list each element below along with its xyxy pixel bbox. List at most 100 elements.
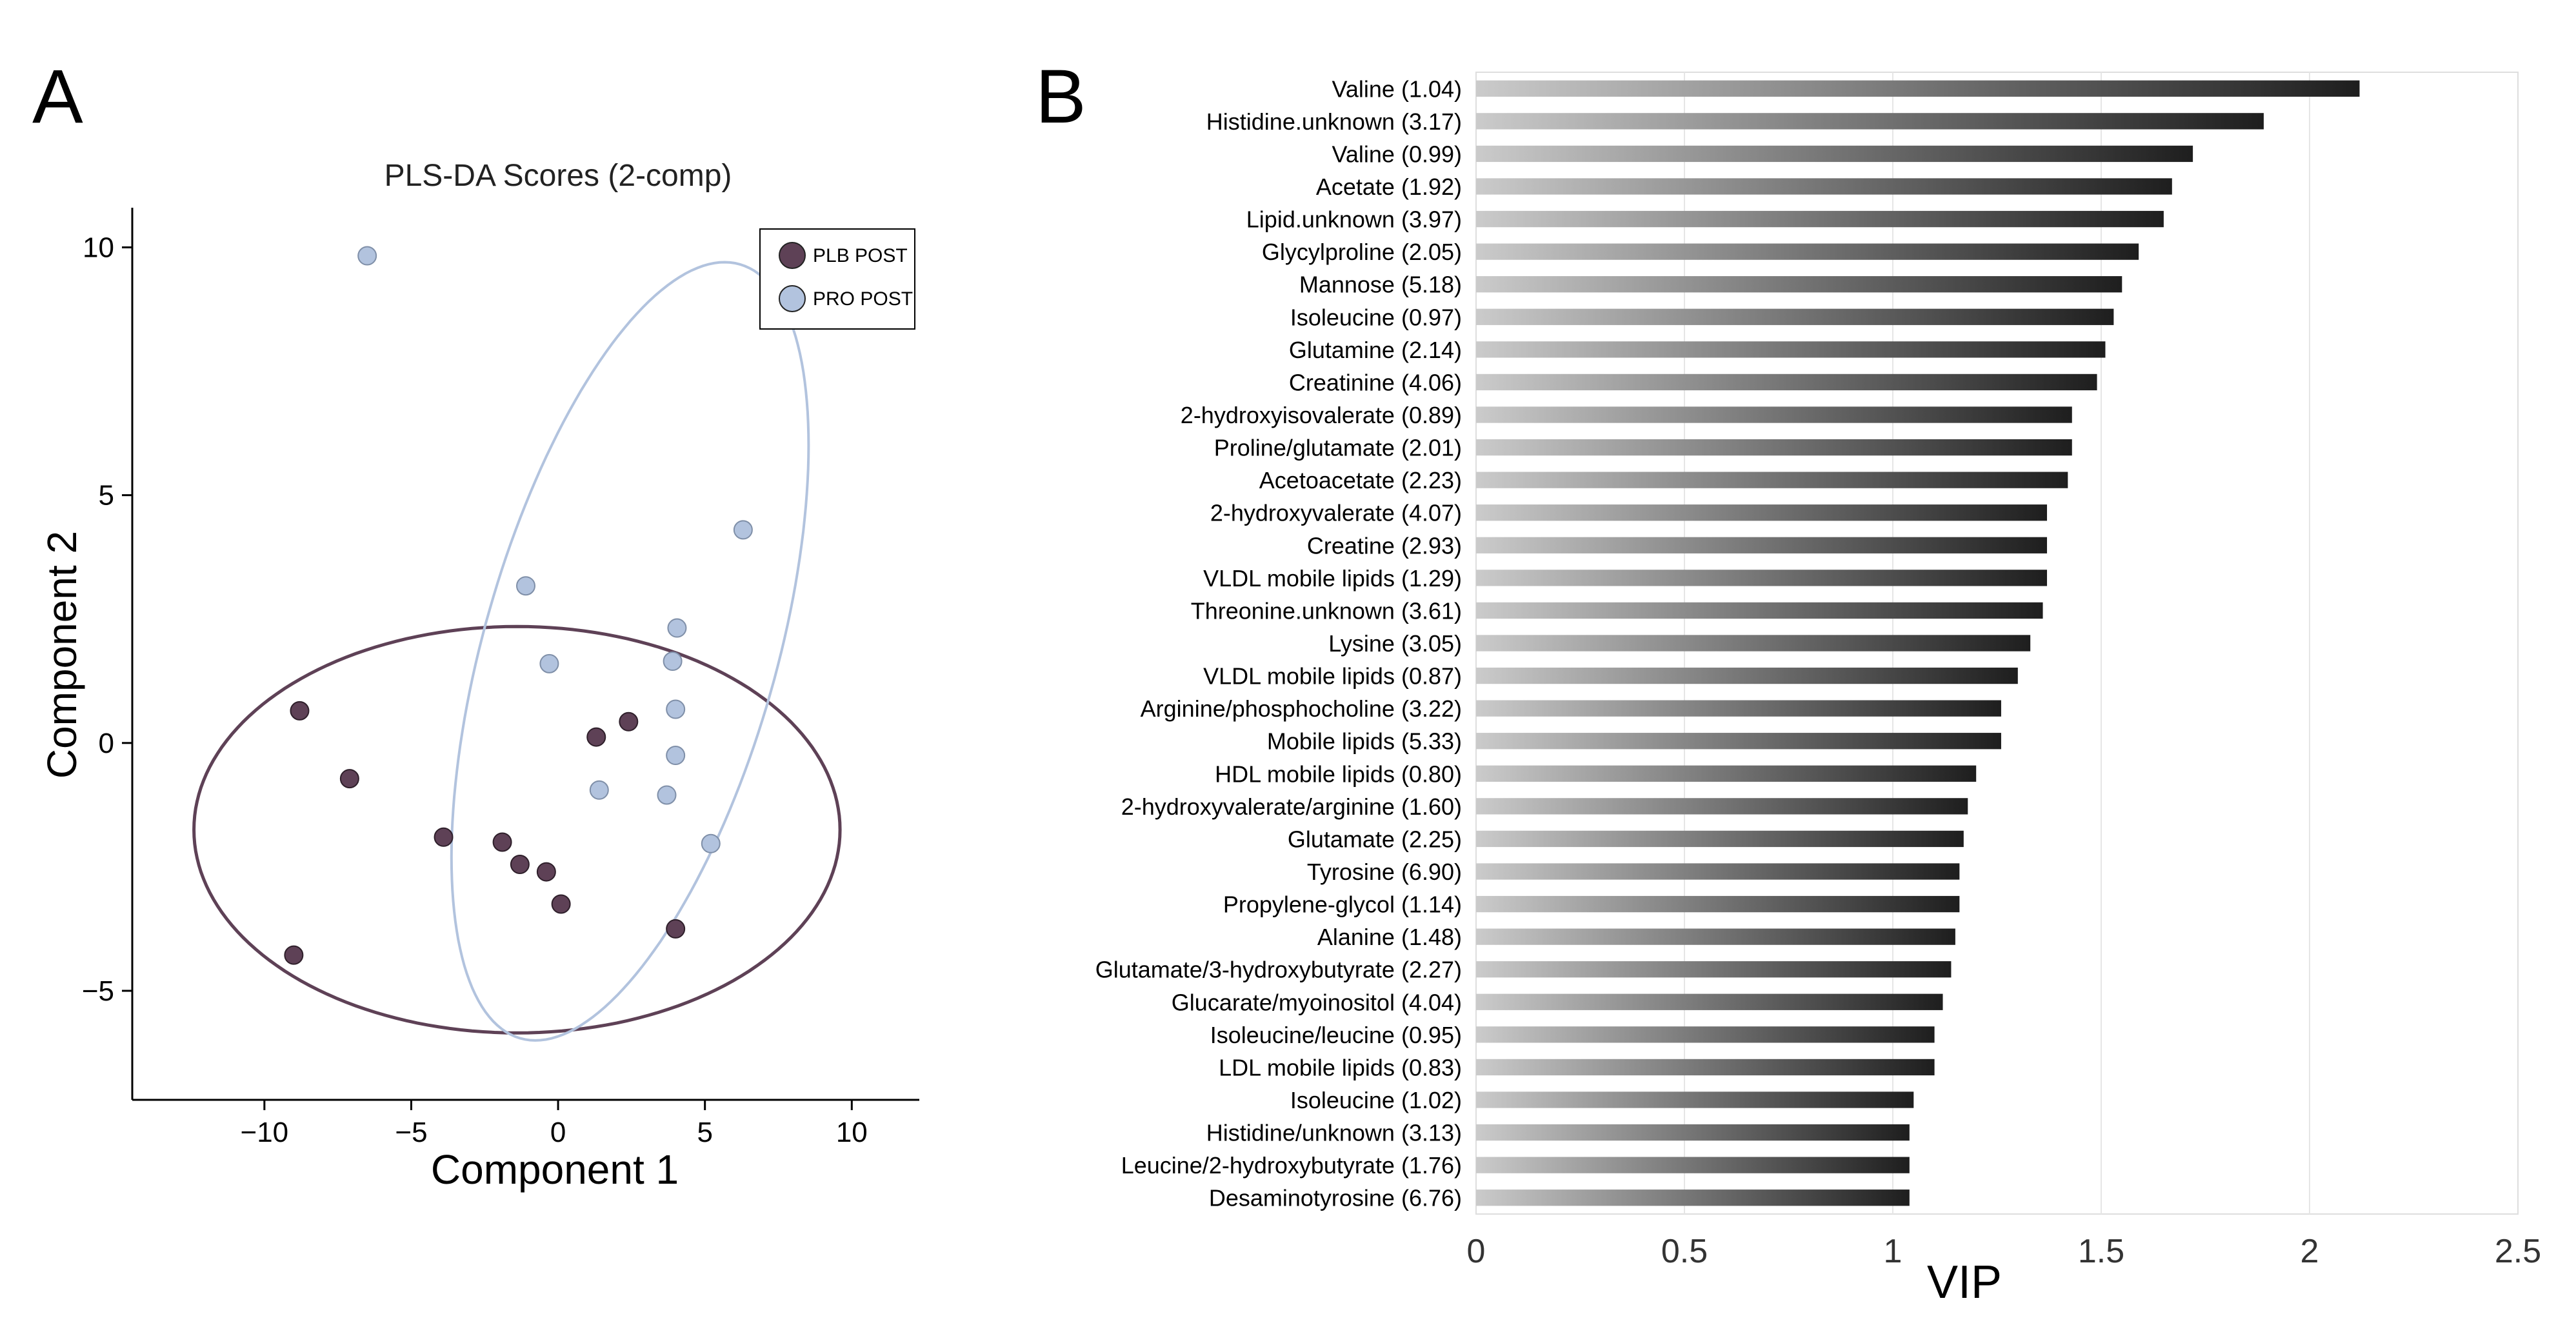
panel-label-a: A (32, 54, 83, 139)
point-plb-post-5 (536, 862, 556, 882)
point-pro-post-4 (657, 785, 677, 805)
bar-desaminotyrosine-6-76 (1476, 1190, 1910, 1206)
bar-creatinine-4-06 (1476, 373, 2097, 391)
vip-tick-label: 1.5 (2078, 1233, 2124, 1270)
category-label: Glutamate (2.25) (1288, 826, 1462, 852)
point-plb-post-9 (666, 919, 686, 939)
legend-swatch-pro-post (779, 285, 806, 312)
bar-valine-1-04 (1476, 80, 2360, 97)
bar-histidine-unknown-3-17 (1476, 113, 2264, 130)
legend-box (759, 228, 915, 330)
x-tick-label: 5 (697, 1117, 712, 1148)
vip-x-ticks: 0 0.5 1 1.5 2 2.5 (1467, 1233, 2542, 1270)
category-label: Histidine/unknown (3.13) (1206, 1120, 1462, 1146)
bar-isoleucine-1-02 (1476, 1091, 1914, 1108)
bar-ldl-mobile-lipids-0-83 (1476, 1059, 1935, 1076)
category-label: Glucarate/myoinositol (4.04) (1172, 989, 1462, 1015)
category-label: Glutamate/3-hydroxybutyrate (2.27) (1095, 957, 1462, 983)
bar-histidine-unknown-3-13 (1476, 1124, 1910, 1141)
point-plb-post-1 (339, 769, 359, 789)
y-axis-ticks: 10 5 0 −5 (82, 232, 132, 1007)
bar-glutamine-2-14 (1476, 341, 2106, 358)
point-pro-post-0 (357, 246, 377, 266)
vip-tick-label: 2 (2301, 1233, 2319, 1270)
bar-threonine-unknown-3-61 (1476, 602, 2043, 619)
category-label: Mobile lipids (5.33) (1267, 728, 1462, 755)
category-label: Isoleucine (1.02) (1290, 1087, 1462, 1113)
point-pro-post-8 (666, 746, 686, 766)
vip-tick-label: 0 (1467, 1233, 1486, 1270)
point-plb-post-7 (586, 727, 606, 747)
bar-glutamate-3-hydroxybutyrate-2-27 (1476, 961, 1952, 978)
vip-bar-chart: Valine (1.04) Histidine.unknown (3.17) Val… (1095, 72, 2541, 1308)
bar-hdl-mobile-lipids-0-80 (1476, 765, 1977, 782)
point-plb-post-2 (434, 827, 454, 847)
bar-valine-0-99 (1476, 145, 2193, 163)
ellipse-plb-post (192, 624, 842, 1035)
bar-alanine-1-48 (1476, 928, 1955, 945)
category-label: Valine (1.04) (1332, 75, 1462, 102)
bar-vldl-mobile-lipids-1-29 (1476, 570, 2048, 586)
point-pro-post-9 (701, 833, 721, 853)
point-plb-post-10 (284, 945, 304, 965)
bar-propylene-glycol-1-14 (1476, 895, 1960, 913)
category-label: Acetoacetate (2.23) (1259, 467, 1462, 493)
category-label: Creatine (2.93) (1307, 532, 1462, 559)
point-pro-post-5 (663, 652, 683, 672)
category-label: Isoleucine (0.97) (1290, 304, 1462, 330)
vip-tick-label: 2.5 (2495, 1233, 2541, 1270)
bar-vldl-mobile-lipids-0-87 (1476, 667, 2018, 684)
category-label: VLDL mobile lipids (0.87) (1203, 663, 1462, 690)
bar-mobile-lipids-5-33 (1476, 733, 2001, 750)
x-tick-label: −10 (241, 1117, 289, 1148)
panel-label-b: B (1035, 54, 1086, 139)
point-pro-post-7 (666, 699, 686, 719)
category-label: Acetate (1.92) (1316, 174, 1462, 200)
category-label: Valine (0.99) (1332, 141, 1462, 167)
vip-bars (1476, 80, 2360, 1206)
category-label: Tyrosine (6.90) (1307, 859, 1462, 885)
x-tick-label: −5 (395, 1117, 427, 1148)
category-label: Creatinine (4.06) (1289, 369, 1462, 395)
category-label: LDL mobile lipids (0.83) (1219, 1054, 1462, 1080)
category-label: Glutamine (2.14) (1289, 337, 1462, 363)
bar-acetoacetate-2-23 (1476, 472, 2068, 488)
legend-label-pro-post: PRO POST (813, 288, 913, 310)
y-tick-label: 5 (99, 480, 114, 512)
bar-mannose-5-18 (1476, 276, 2122, 293)
vip-axis-title: VIP (1927, 1257, 2002, 1308)
category-label: Alanine (1.48) (1317, 924, 1462, 950)
bar-lysine-3-05 (1476, 635, 2031, 652)
point-plb-post-6 (551, 894, 571, 914)
bar-isoleucine-0-97 (1476, 308, 2114, 325)
legend-label-plb-post: PLB POST (813, 245, 908, 266)
point-plb-post-8 (619, 712, 639, 732)
bar-arginine-phosphocholine-3-22 (1476, 700, 2001, 717)
category-label: Glycylproline (2.05) (1262, 239, 1462, 265)
category-label: 2-hydroxyvalerate (4.07) (1210, 500, 1462, 526)
category-label: Arginine/phosphocholine (3.22) (1141, 695, 1462, 722)
point-plb-post-0 (290, 701, 310, 721)
scatter-title: PLS-DA Scores (2-comp) (384, 159, 732, 193)
point-pro-post-6 (667, 618, 687, 638)
confidence-ellipses (192, 261, 842, 1042)
category-label: 2-hydroxyvalerate/arginine (1.60) (1121, 793, 1462, 820)
score-points (284, 246, 753, 965)
bar-glycylproline-2-05 (1476, 243, 2139, 260)
y-tick-label: 0 (99, 728, 114, 759)
legend: PLB POST PRO POST (759, 228, 915, 330)
vip-tick-label: 1 (1884, 1233, 1902, 1270)
legend-swatch-plb-post (779, 242, 806, 269)
x-tick-label: 10 (836, 1117, 868, 1148)
category-label: 2-hydroxyisovalerate (0.89) (1181, 402, 1462, 428)
category-label: HDL mobile lipids (0.80) (1215, 761, 1462, 787)
y-tick-label: −5 (82, 975, 114, 1007)
bar-leucine-2-hydroxybutyrate-1-76 (1476, 1157, 1910, 1173)
category-label: Threonine.unknown (3.61) (1191, 597, 1462, 624)
ellipse-pro-post (450, 261, 810, 1042)
category-label: Desaminotyrosine (6.76) (1209, 1185, 1462, 1211)
point-pro-post-10 (733, 520, 753, 540)
bar-glutamate-2-25 (1476, 830, 1964, 848)
category-label: Lysine (3.05) (1328, 630, 1462, 657)
